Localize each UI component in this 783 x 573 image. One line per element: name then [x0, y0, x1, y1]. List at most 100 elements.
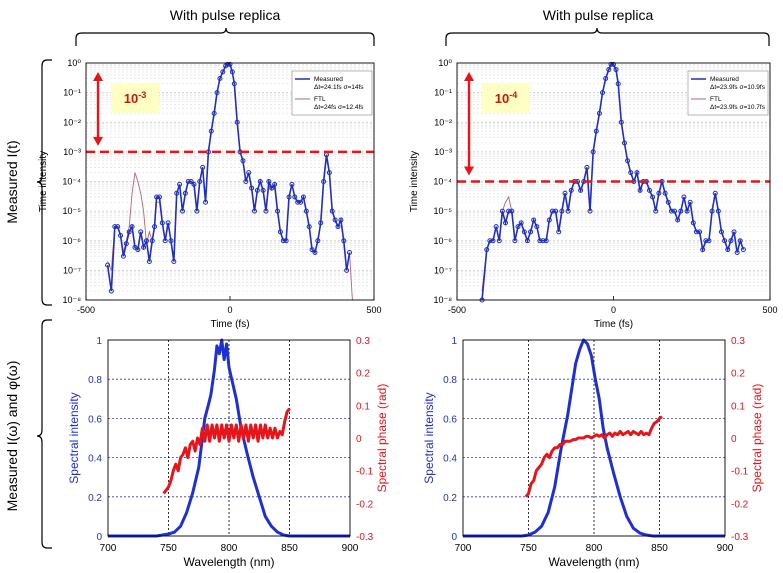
y-right-tick-label: -0.1 [731, 467, 749, 478]
y-tick-label: 0.2 [443, 493, 457, 504]
data-point [700, 247, 706, 253]
data-point [174, 190, 180, 196]
annotation-box [482, 83, 530, 113]
x-tick-label: 750 [520, 543, 537, 554]
y-right-tick-label: -0.2 [356, 499, 374, 510]
data-point [568, 187, 574, 193]
x-tick-label: 500 [366, 305, 381, 315]
y-right-tick-label: -0.3 [731, 532, 749, 543]
data-point [171, 258, 177, 264]
data-point [737, 238, 743, 244]
x-tick-label: 900 [717, 543, 734, 554]
plot-frame [107, 339, 351, 537]
data-point [534, 224, 540, 230]
top-row-brace [36, 59, 52, 306]
data-point [712, 190, 718, 196]
data-point [637, 187, 643, 193]
data-point [154, 194, 160, 200]
y-right-axis-label: Spectral phase (rad) [375, 384, 389, 493]
y-right-axis-label: Spectral phase (rad) [750, 384, 764, 493]
y-tick-label: 0.2 [88, 493, 102, 504]
data-point [600, 90, 606, 96]
y-tick-label: 0.6 [443, 414, 457, 425]
data-point [143, 238, 149, 244]
data-point [611, 61, 616, 67]
y-tick-label: 10⁻⁷ [63, 265, 81, 275]
data-point [275, 208, 281, 214]
data-point [518, 220, 524, 226]
y-right-tick-label: 0.3 [356, 336, 370, 347]
data-point [335, 224, 341, 230]
data-point [315, 238, 321, 244]
data-point [257, 179, 263, 184]
data-point [606, 67, 612, 73]
left-column-title: With pulse replica [170, 7, 281, 23]
y-tick-label: 1 [451, 336, 457, 347]
data-point [646, 187, 652, 193]
data-point [590, 149, 596, 155]
data-point [292, 194, 298, 200]
legend-measured-label: Measured [710, 76, 739, 83]
data-point [668, 208, 674, 214]
data-point [493, 224, 499, 230]
data-point [487, 238, 493, 244]
data-point [703, 238, 709, 244]
data-point [208, 128, 214, 134]
data-point [546, 217, 552, 223]
data-point [214, 90, 220, 96]
data-point [618, 119, 624, 125]
right-column-title: With pulse replica [543, 7, 654, 23]
x-tick-label: 800 [221, 543, 238, 554]
y-axis-label: Time intensity [38, 151, 49, 212]
data-point [543, 238, 549, 244]
data-point [132, 244, 138, 250]
y-tick-label: 0.6 [88, 414, 102, 425]
data-point [521, 229, 527, 235]
y-right-tick-label: 0.1 [731, 401, 745, 412]
data-point [725, 247, 731, 253]
data-point [656, 190, 662, 196]
data-point [120, 253, 126, 259]
data-point [272, 181, 278, 187]
spectrum-right-chart: 0 0.2 0.4 0.6 0.8 1 700 750 800 850 900-0.3 -0.2 -0.… [422, 336, 764, 569]
data-point [509, 208, 515, 214]
legend-ftl-params: Δt=23.9fs σ=10.7fs [710, 104, 766, 111]
data-point [662, 190, 668, 196]
x-tick-label: -500 [77, 305, 95, 315]
data-point [280, 238, 286, 244]
plot-frame [85, 62, 375, 301]
left-top-brace [75, 27, 375, 46]
data-point [731, 229, 737, 235]
data-point [211, 110, 217, 116]
y-tick-label: 10⁻⁸ [433, 295, 452, 305]
data-point [269, 185, 275, 191]
y-right-tick-label: 0.3 [731, 336, 745, 347]
data-point [715, 208, 721, 214]
data-point [621, 140, 627, 146]
y-tick-label: 0 [451, 532, 457, 543]
data-point [266, 179, 272, 184]
data-point [603, 75, 609, 81]
data-point [740, 247, 746, 253]
data-point [105, 262, 111, 268]
data-point [565, 208, 571, 214]
data-point [306, 224, 312, 230]
data-point [225, 61, 231, 67]
y-tick-label: 10⁻³ [63, 147, 81, 157]
annotation-text: 10-4 [495, 90, 517, 106]
data-point [678, 208, 684, 214]
data-point [528, 229, 534, 235]
data-point [229, 69, 235, 75]
arrow-head-top [93, 72, 103, 81]
data-point [697, 229, 703, 235]
data-point [179, 208, 185, 214]
data-point [537, 238, 543, 244]
series-line-phase [162, 407, 291, 495]
y-right-tick-label: 0.2 [356, 369, 370, 380]
y-tick-label: 10⁻⁶ [63, 236, 82, 246]
arrow-head-top [464, 72, 474, 81]
series-line-intensity [463, 338, 725, 538]
y-tick-label: 10⁻⁵ [434, 206, 453, 216]
x-tick-label: 750 [160, 543, 177, 554]
